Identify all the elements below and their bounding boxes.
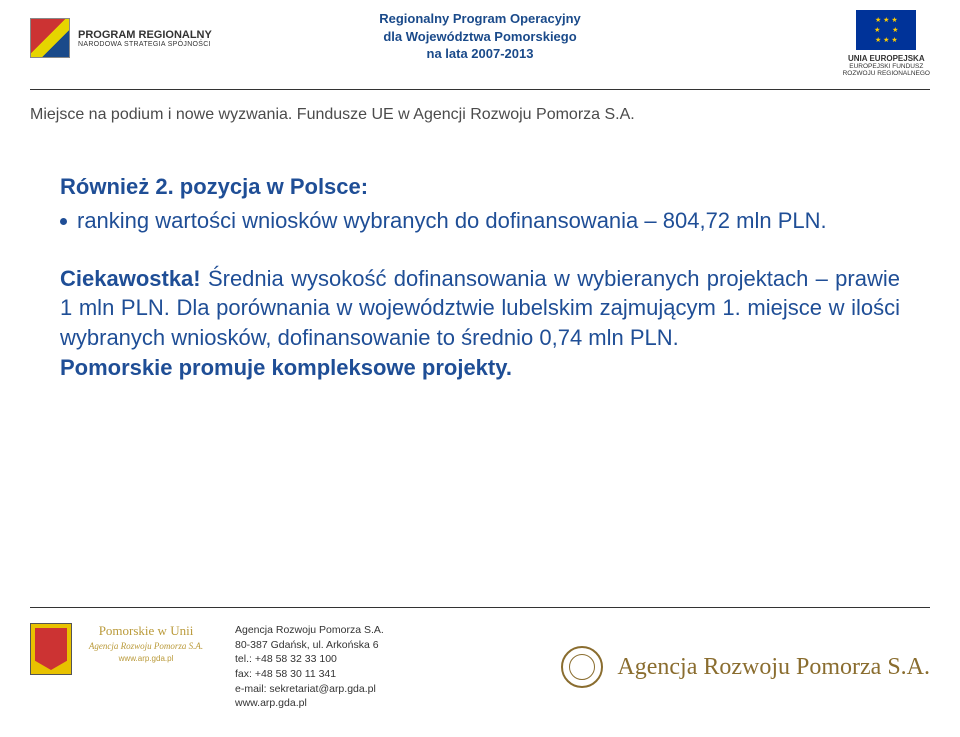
coat-of-arms-icon xyxy=(30,623,72,675)
para2-lead: Ciekawostka! xyxy=(60,266,201,291)
page-subtitle: Miejsce na podium i nowe wyzwania. Fundu… xyxy=(30,106,930,124)
content-para2: Ciekawostka! Średnia wysokość dofinansow… xyxy=(60,264,900,353)
address-line4: fax: +48 58 30 11 341 xyxy=(235,667,384,682)
content-heading: Również 2. pozycja w Polsce: xyxy=(60,174,900,200)
eu-flag-icon: ★ ★ xyxy=(856,10,916,50)
program-regionalny-logo: PROGRAM REGIONALNY NARODOWA STRATEGIA SP… xyxy=(30,18,212,58)
footer-address: Agencja Rozwoju Pomorza S.A. 80-387 Gdań… xyxy=(235,623,384,711)
program-regionalny-text: PROGRAM REGIONALNY NARODOWA STRATEGIA SP… xyxy=(78,29,212,48)
footer-left-logos: Pomorskie w Unii Agencja Rozwoju Pomorza… xyxy=(30,623,206,675)
header: PROGRAM REGIONALNY NARODOWA STRATEGIA SP… xyxy=(30,0,930,90)
bullet-dot-icon xyxy=(60,218,67,225)
logo-left-line2: NARODOWA STRATEGIA SPÓJNOŚCI xyxy=(78,41,212,48)
content-para3: Pomorskie promuje kompleksowe projekty. xyxy=(60,353,900,383)
logo-left-line1: PROGRAM REGIONALNY xyxy=(78,29,212,41)
eu-text-line2: EUROPEJSKI FUNDUSZ xyxy=(843,63,930,70)
address-line3: tel.: +48 58 32 33 100 xyxy=(235,652,384,667)
header-title-line3: na lata 2007-2013 xyxy=(379,45,581,63)
pomorskie-line3: www.arp.gda.pl xyxy=(86,654,206,663)
header-title: Regionalny Program Operacyjny dla Wojewó… xyxy=(379,10,581,63)
footer: Pomorskie w Unii Agencja Rozwoju Pomorza… xyxy=(30,607,930,737)
eu-text-line1: UNIA EUROPEJSKA xyxy=(843,54,930,63)
pomorskie-line2: Agencja Rozwoju Pomorza S.A. xyxy=(86,641,206,651)
address-line2: 80-387 Gdańsk, ul. Arkońska 6 xyxy=(235,638,384,653)
header-title-line1: Regionalny Program Operacyjny xyxy=(379,10,581,28)
eu-text-line3: ROZWOJU REGIONALNEGO xyxy=(843,70,930,77)
address-line1: Agencja Rozwoju Pomorza S.A. xyxy=(235,623,384,638)
pomorskie-w-unii-logo: Pomorskie w Unii Agencja Rozwoju Pomorza… xyxy=(86,623,206,663)
content-bullet: ranking wartości wniosków wybranych do d… xyxy=(60,206,900,236)
header-title-line2: dla Województwa Pomorskiego xyxy=(379,28,581,46)
main-content: Również 2. pozycja w Polsce: ranking war… xyxy=(60,174,900,382)
address-line5: e-mail: sekretariat@arp.gda.pl xyxy=(235,682,384,697)
arp-medal-icon xyxy=(561,646,603,688)
arp-logo: Agencja Rozwoju Pomorza S.A. xyxy=(561,646,930,688)
eu-logo: ★ ★ UNIA EUROPEJSKA EUROPEJSKI FUNDUSZ R… xyxy=(843,10,930,77)
bullet-text: ranking wartości wniosków wybranych do d… xyxy=(77,206,900,236)
pomorskie-line1: Pomorskie w Unii xyxy=(86,623,206,639)
arp-logo-text: Agencja Rozwoju Pomorza S.A. xyxy=(617,654,930,681)
address-line6: www.arp.gda.pl xyxy=(235,696,384,711)
program-regionalny-icon xyxy=(30,18,70,58)
